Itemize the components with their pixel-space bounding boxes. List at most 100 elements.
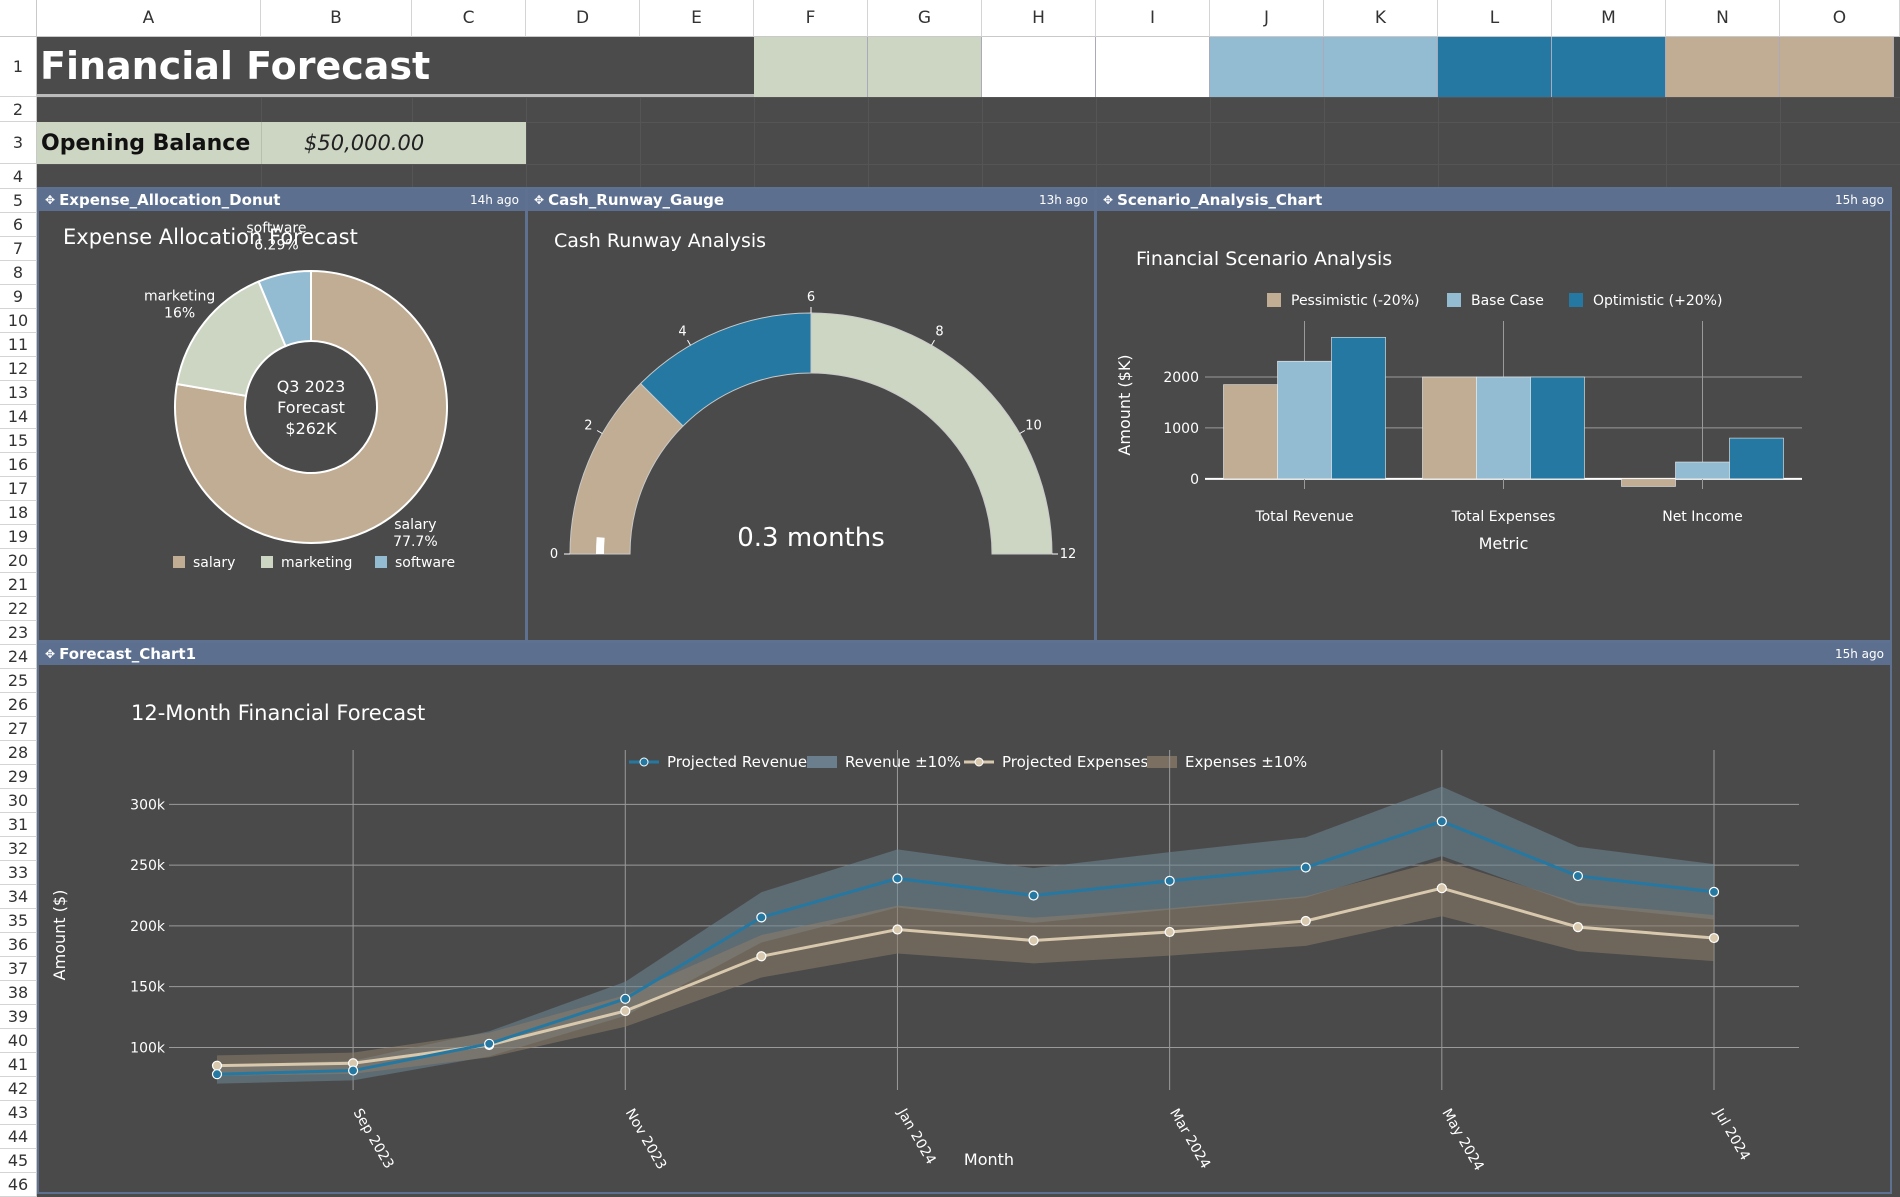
row-header[interactable]: 19 [0,525,37,549]
data-point[interactable] [1436,816,1447,827]
data-point[interactable] [347,1065,359,1076]
data-point[interactable] [1708,886,1720,897]
column-header[interactable]: J [1210,0,1324,37]
move-handle-icon[interactable]: ✥ [534,193,545,207]
row-header[interactable]: 17 [0,477,37,501]
move-handle-icon[interactable]: ✥ [45,193,56,207]
bar[interactable] [1530,376,1585,480]
cash-runway-panel[interactable]: ✥ Cash_Runway_Gauge 13h ago Cash Runway … [526,187,1096,642]
row-header[interactable]: 31 [0,813,37,837]
row-header[interactable]: 8 [0,261,37,285]
panel-header[interactable]: ✥ Forecast_Chart1 15h ago [39,643,1890,665]
color-swatch-cell[interactable] [754,37,868,97]
row-header[interactable]: 21 [0,573,37,597]
row-header[interactable]: 22 [0,597,37,621]
row-header[interactable]: 13 [0,381,37,405]
legend-label[interactable]: Projected Revenue [667,753,807,771]
row-header[interactable]: 45 [0,1149,37,1173]
row-header[interactable]: 20 [0,549,37,573]
series-line[interactable] [216,819,1715,1076]
row-header[interactable]: 12 [0,357,37,381]
legend-label[interactable]: marketing [281,555,352,571]
column-header[interactable]: N [1666,0,1780,37]
bar[interactable] [1223,384,1278,480]
row-header[interactable]: 30 [0,789,37,813]
data-point[interactable] [1164,926,1175,938]
column-header[interactable]: O [1780,0,1900,37]
title-cell[interactable] [37,37,754,97]
legend-marker[interactable] [639,757,649,767]
row-header[interactable]: 4 [0,164,37,189]
bar[interactable] [1422,376,1477,480]
row-header[interactable]: 27 [0,717,37,741]
column-header[interactable]: C [412,0,526,37]
donut-slice-marketing[interactable] [175,280,287,397]
column-header[interactable]: H [982,0,1096,37]
opening-balance-value[interactable]: $50,000.00 [261,122,526,164]
legend-swatch[interactable] [807,756,837,768]
legend-label[interactable]: salary [193,555,235,571]
move-handle-icon[interactable]: ✥ [45,647,56,661]
data-point[interactable] [1436,883,1447,894]
data-point[interactable] [484,1038,495,1049]
row-header[interactable]: 43 [0,1101,37,1125]
row-header[interactable]: 35 [0,909,37,933]
panel-header[interactable]: ✥ Cash_Runway_Gauge 13h ago [528,189,1094,211]
data-point[interactable] [620,993,631,1004]
data-point[interactable] [1028,935,1039,946]
column-header[interactable]: G [868,0,982,37]
column-header[interactable]: K [1324,0,1438,37]
data-point[interactable] [1708,932,1720,944]
panel-header[interactable]: ✥ Scenario_Analysis_Chart 15h ago [1097,189,1890,211]
column-header[interactable]: A [37,0,261,37]
row-header[interactable]: 36 [0,933,37,957]
donut-slice-software[interactable] [257,269,312,348]
legend-swatch[interactable] [1447,293,1461,307]
column-header[interactable]: M [1552,0,1666,37]
row-header[interactable]: 38 [0,981,37,1005]
row-header[interactable]: 40 [0,1029,37,1053]
row-header[interactable]: 44 [0,1125,37,1149]
row-header[interactable]: 39 [0,1005,37,1029]
row-header[interactable]: 25 [0,669,37,693]
data-point[interactable] [892,873,903,884]
expense-donut-panel[interactable]: ✥ Expense_Allocation_Donut 14h ago Expen… [37,187,527,642]
data-point[interactable] [1028,890,1039,901]
legend-label[interactable]: Expenses ±10% [1185,753,1307,771]
scenario-bar-chart[interactable]: Financial Scenario Analysis Pessimistic (… [1097,211,1890,639]
row-header[interactable]: 26 [0,693,37,717]
row-header[interactable]: 5 [0,189,37,213]
color-swatch-cell[interactable] [1780,37,1894,97]
row-header[interactable]: 7 [0,237,37,261]
column-header[interactable]: F [754,0,868,37]
color-swatch-cell[interactable] [982,37,1096,97]
row-header[interactable]: 46 [0,1173,37,1197]
row-header[interactable]: 41 [0,1053,37,1077]
data-point[interactable] [211,1060,223,1071]
donut-slice-salary[interactable] [174,269,448,544]
row-header[interactable]: 16 [0,453,37,477]
legend-swatch[interactable] [375,556,387,568]
cash-runway-gauge[interactable]: Cash Runway Analysis 0 2 4 6 8 10 12 0.3 months [528,211,1094,639]
data-point[interactable] [1164,875,1175,887]
expense-donut-chart[interactable]: Expense Allocation Forecastsalary77.7%ma… [39,211,525,639]
row-header[interactable]: 6 [0,213,37,237]
row-header[interactable]: 15 [0,429,37,453]
color-swatch-cell[interactable] [1096,37,1210,97]
legend-label[interactable]: Projected Expenses [1002,753,1148,771]
forecast-panel[interactable]: ✥ Forecast_Chart1 15h ago 12-Month Finan… [37,641,1892,1194]
color-swatch-cell[interactable] [1324,37,1438,97]
bar[interactable] [1331,336,1386,480]
column-header[interactable]: L [1438,0,1552,37]
row-header[interactable]: 42 [0,1077,37,1101]
bar[interactable] [1277,360,1332,480]
column-header[interactable]: D [526,0,640,37]
bar[interactable] [1621,478,1676,487]
color-swatch-cell[interactable] [1210,37,1324,97]
legend-label[interactable]: Optimistic (+20%) [1593,293,1722,309]
data-point[interactable] [756,951,767,962]
data-point[interactable] [1572,870,1584,882]
legend-swatch[interactable] [261,556,273,568]
column-header[interactable]: B [261,0,412,37]
color-swatch-cell[interactable] [1666,37,1780,97]
